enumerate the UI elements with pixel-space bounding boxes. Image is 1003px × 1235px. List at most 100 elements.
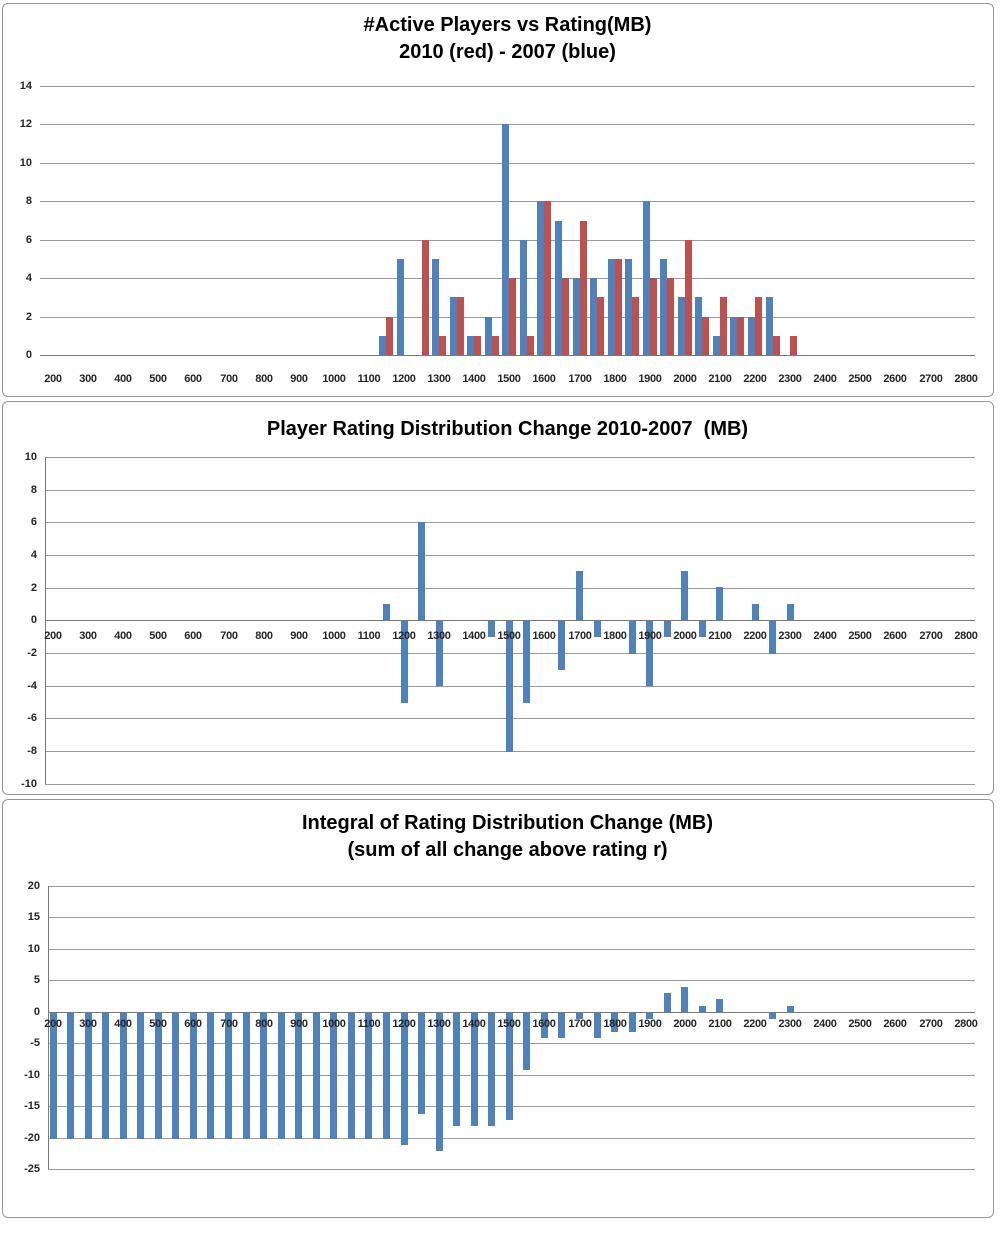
bar-integral: [172, 1013, 179, 1139]
x-axis-tick-label: 900: [290, 373, 308, 385]
chart1-title: #Active Players vs Rating(MB): [363, 14, 652, 36]
x-axis-tick-label: 1500: [497, 373, 521, 385]
y-axis-tick-label: 6: [30, 516, 37, 528]
bar-integral: [401, 1013, 408, 1145]
bar-2010: [597, 297, 604, 355]
bar-integral: [85, 1013, 92, 1139]
x-axis-tick-label: 1900: [638, 373, 662, 385]
x-axis-tick-label: 1500: [497, 630, 521, 642]
bar-integral: [67, 1013, 74, 1139]
x-axis-tick-label: 900: [290, 630, 308, 642]
bar-2007: [502, 124, 509, 355]
x-axis-tick-label: 2700: [919, 630, 943, 642]
bar-2010: [544, 201, 551, 355]
y-axis-tick-label: 6: [25, 234, 32, 246]
bar-change: [787, 604, 794, 620]
chart-panel-rating-change: [2, 401, 994, 795]
bar-integral: [699, 1006, 706, 1012]
bar-integral: [436, 1013, 443, 1151]
bar-2010: [790, 336, 797, 355]
bar-integral: [330, 1013, 337, 1139]
bar-integral: [523, 1013, 530, 1070]
x-axis-tick-label: 500: [149, 373, 167, 385]
x-axis-tick-label: 900: [290, 1018, 308, 1030]
y-axis-tick-label: -6: [27, 712, 37, 724]
y-axis-line: [45, 457, 46, 784]
bar-2007: [397, 259, 404, 355]
bar-change: [523, 621, 530, 703]
x-axis-tick-label: 400: [114, 1018, 132, 1030]
y-axis-tick-label: 14: [19, 80, 32, 92]
y-axis-tick-label: -25: [24, 1163, 40, 1175]
gridline: [48, 980, 975, 981]
x-axis-tick-label: 2100: [708, 1018, 732, 1030]
x-axis-tick-label: 2300: [778, 1018, 802, 1030]
x-axis-tick-label: 200: [44, 630, 62, 642]
bar-integral: [594, 1013, 601, 1038]
x-axis-tick-label: 1300: [427, 630, 451, 642]
x-axis-tick-label: 200: [44, 1018, 62, 1030]
bar-integral: [506, 1013, 513, 1120]
x-axis-tick-label: 2400: [813, 373, 837, 385]
bar-integral: [278, 1013, 285, 1139]
x-axis-tick-label: 1300: [427, 373, 451, 385]
x-axis-tick-label: 2000: [673, 630, 697, 642]
x-axis-tick-label: 800: [255, 373, 273, 385]
bar-change: [576, 571, 583, 620]
bar-2007: [625, 259, 632, 355]
bar-2007: [678, 297, 685, 355]
gridline: [48, 886, 975, 887]
bar-2007: [748, 317, 755, 355]
x-axis-tick-label: 1200: [392, 630, 416, 642]
bar-2010: [457, 297, 464, 355]
y-axis-tick-label: 10: [19, 157, 32, 169]
bar-2010: [650, 278, 657, 355]
bar-change: [383, 604, 390, 620]
bar-2010: [632, 297, 639, 355]
bar-2010: [439, 336, 446, 355]
y-axis-tick-label: 2: [30, 582, 37, 594]
y-axis-tick-label: -10: [24, 1069, 40, 1081]
bar-2010: [755, 297, 762, 355]
x-axis-tick-label: 2000: [673, 373, 697, 385]
y-axis-tick-label: 12: [19, 118, 32, 130]
x-axis-tick-label: 1100: [357, 373, 381, 385]
bar-integral: [576, 1013, 583, 1019]
x-axis-tick-label: 1900: [638, 630, 662, 642]
x-axis-tick-label: 2500: [848, 630, 872, 642]
bar-2010: [702, 317, 709, 355]
x-axis-tick-label: 600: [184, 373, 202, 385]
x-axis-tick-label: 300: [79, 630, 97, 642]
x-axis-tick-label: 1100: [357, 630, 381, 642]
bar-integral: [787, 1006, 794, 1012]
bar-2010: [685, 240, 692, 355]
x-axis-tick-label: 2200: [743, 1018, 767, 1030]
x-axis-tick-label: 2300: [778, 373, 802, 385]
chart3-title: Integral of Rating Distribution Change (…: [301, 812, 714, 834]
x-axis-line: [45, 620, 975, 621]
y-axis-tick-label: 4: [25, 272, 32, 284]
x-axis-tick-label: 2200: [743, 630, 767, 642]
x-axis-tick-label: 1600: [532, 630, 556, 642]
x-axis-tick-label: 400: [114, 630, 132, 642]
bar-2007: [713, 336, 720, 355]
x-axis-tick-label: 1200: [392, 373, 416, 385]
x-axis-tick-label: 2800: [954, 373, 978, 385]
bar-integral: [664, 993, 671, 1012]
bar-2010: [580, 221, 587, 355]
x-axis-tick-label: 2600: [883, 1018, 907, 1030]
x-axis-tick-label: 1400: [462, 1018, 486, 1030]
bar-2010: [720, 297, 727, 355]
bar-integral: [418, 1013, 425, 1114]
bar-2010: [737, 317, 744, 355]
bar-2007: [537, 201, 544, 355]
x-axis-tick-label: 1000: [322, 373, 346, 385]
y-axis-tick-label: 8: [30, 484, 37, 496]
x-axis-tick-label: 1400: [462, 373, 486, 385]
x-axis-tick-label: 2700: [919, 1018, 943, 1030]
x-axis-tick-label: 1200: [392, 1018, 416, 1030]
x-axis-tick-label: 2100: [708, 373, 732, 385]
bar-integral: [207, 1013, 214, 1139]
bar-2010: [422, 240, 429, 355]
